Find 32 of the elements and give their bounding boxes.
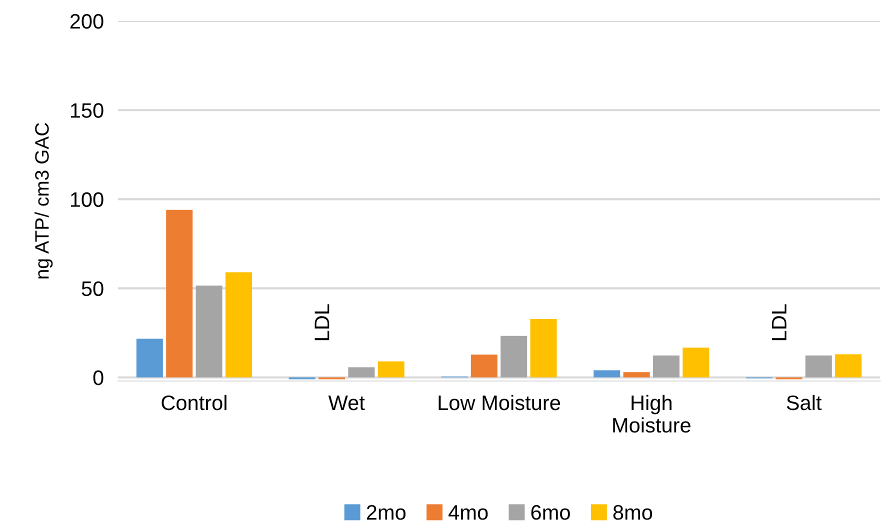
legend-label: 2mo bbox=[366, 505, 406, 520]
x-tick-label: Salt bbox=[786, 394, 822, 410]
legend-label: 4mo bbox=[448, 505, 488, 520]
x-tick-label: Low Moisture bbox=[438, 394, 560, 410]
bar bbox=[348, 367, 375, 378]
y-tick-label: 0 bbox=[93, 370, 104, 386]
bar bbox=[500, 336, 528, 378]
bar bbox=[530, 318, 557, 378]
annotation: LDL bbox=[772, 304, 786, 340]
x-tick-label: Wet bbox=[328, 396, 365, 410]
x-tick-label: High Moisture bbox=[613, 394, 690, 433]
bar bbox=[682, 348, 710, 378]
legend-label: 6mo bbox=[531, 505, 570, 520]
y-tick-label: 200 bbox=[70, 14, 104, 29]
bar bbox=[652, 356, 680, 378]
y-axis-title: ng ATP/ cm3 GAC bbox=[34, 123, 53, 278]
bar bbox=[805, 356, 832, 378]
bar bbox=[835, 354, 862, 378]
bar bbox=[225, 272, 252, 378]
y-tick-label: 100 bbox=[70, 192, 104, 207]
y-tick-label: 150 bbox=[70, 103, 104, 118]
y-tick-label: 50 bbox=[82, 281, 104, 296]
bar bbox=[623, 372, 650, 378]
bar bbox=[196, 286, 222, 378]
bar bbox=[378, 361, 404, 378]
bar bbox=[594, 370, 620, 378]
bar bbox=[136, 338, 163, 378]
annotation: LDL bbox=[314, 304, 330, 340]
bar bbox=[470, 354, 498, 378]
x-tick-label: Control bbox=[162, 394, 226, 410]
bar bbox=[166, 210, 193, 378]
legend-label: 8mo bbox=[613, 505, 652, 520]
